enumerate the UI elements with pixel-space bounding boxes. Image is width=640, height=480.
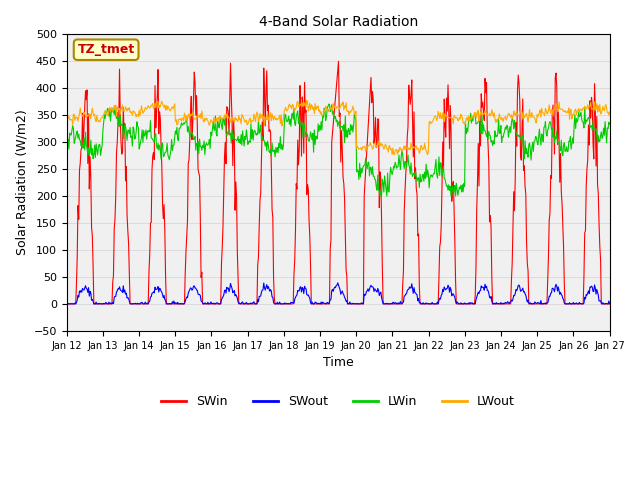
Legend: SWin, SWout, LWin, LWout: SWin, SWout, LWin, LWout (156, 390, 520, 413)
LWin (406, 164, 413, 169)
LWout (72, 115, 80, 120)
LWin (376, 193, 384, 199)
SWout (606, 301, 614, 307)
SWin (335, 59, 342, 64)
LWout (184, 117, 191, 123)
SWout (63, 301, 70, 307)
SWout (72, 300, 80, 305)
SWin (63, 301, 70, 307)
LWout (303, 97, 310, 103)
LWout (129, 112, 136, 118)
X-axis label: Time: Time (323, 356, 353, 369)
Line: LWin: LWin (67, 104, 610, 196)
LWin (184, 129, 191, 135)
Line: SWout: SWout (67, 283, 610, 304)
SWout (129, 301, 136, 307)
SWin (184, 218, 191, 224)
Line: LWout: LWout (67, 100, 610, 155)
LWout (63, 120, 70, 126)
LWin (326, 101, 333, 107)
LWout (606, 109, 614, 115)
Title: 4-Band Solar Radiation: 4-Band Solar Radiation (259, 15, 418, 29)
SWin (405, 82, 413, 88)
SWin (129, 301, 136, 307)
SWin (212, 301, 220, 307)
SWin (72, 281, 80, 287)
SWout (420, 301, 428, 307)
LWin (422, 175, 429, 181)
SWin (420, 301, 428, 307)
LWin (72, 131, 80, 136)
SWout (212, 300, 220, 306)
SWout (405, 287, 413, 292)
SWin (606, 301, 614, 307)
Y-axis label: Solar Radiation (W/m2): Solar Radiation (W/m2) (15, 110, 28, 255)
LWin (129, 143, 136, 149)
Text: TZ_tmet: TZ_tmet (77, 43, 135, 56)
SWout (184, 295, 191, 300)
LWout (420, 141, 428, 146)
LWin (63, 140, 70, 146)
Line: SWin: SWin (67, 61, 610, 304)
SWout (334, 280, 342, 286)
LWin (606, 121, 614, 127)
LWout (424, 152, 431, 157)
LWout (405, 146, 413, 152)
LWout (212, 115, 220, 121)
LWin (212, 130, 220, 136)
